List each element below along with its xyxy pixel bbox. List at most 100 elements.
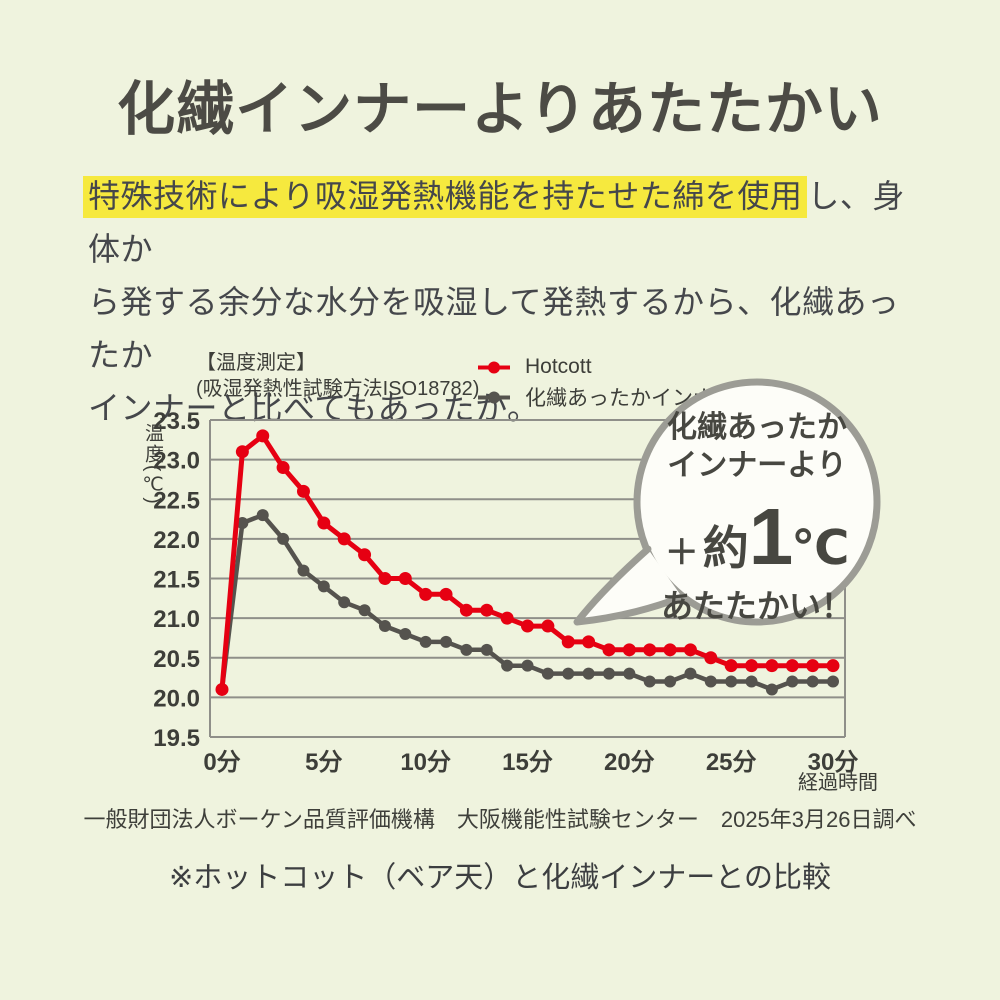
data-point-synthetic bbox=[378, 620, 391, 633]
data-point-synthetic bbox=[317, 580, 330, 593]
data-point-synthetic bbox=[236, 517, 249, 530]
data-point-synthetic bbox=[358, 604, 371, 617]
data-point-synthetic bbox=[806, 675, 819, 688]
data-point-synthetic bbox=[440, 635, 453, 648]
data-point-hotcott bbox=[337, 532, 351, 546]
data-point-synthetic bbox=[419, 635, 432, 648]
plus-sign: ＋ bbox=[664, 534, 699, 572]
speech-bubble-text: 化繊あったか インナーより ＋ 約 1 ℃ あたたかい！ bbox=[637, 409, 877, 627]
highlighted-text: 特殊技術により吸湿発熱機能を持たせた綿を使用 bbox=[83, 176, 808, 218]
data-point-hotcott bbox=[745, 659, 759, 673]
data-point-synthetic bbox=[399, 627, 412, 640]
legend-item-hotcott: Hotcott bbox=[477, 355, 592, 379]
x-tick-label: 30分 bbox=[808, 749, 859, 776]
data-point-hotcott bbox=[439, 587, 453, 601]
y-axis-title: 温度(℃) bbox=[142, 423, 163, 506]
data-point-synthetic bbox=[338, 596, 351, 609]
data-point-hotcott bbox=[480, 603, 494, 617]
data-point-hotcott bbox=[724, 659, 738, 673]
data-point-hotcott bbox=[256, 429, 270, 443]
y-tick-label: 23.0 bbox=[153, 448, 200, 475]
y-tick-label: 20.0 bbox=[153, 685, 200, 712]
data-point-synthetic bbox=[480, 643, 493, 656]
data-point-hotcott bbox=[419, 587, 433, 601]
data-point-synthetic bbox=[745, 675, 758, 688]
x-axis-title: 経過時間 bbox=[798, 771, 878, 794]
data-point-hotcott bbox=[643, 643, 657, 657]
data-point-hotcott bbox=[235, 445, 249, 459]
y-tick-label: 22.0 bbox=[153, 527, 200, 554]
data-point-hotcott bbox=[806, 659, 820, 673]
data-point-synthetic bbox=[256, 509, 269, 522]
data-point-synthetic bbox=[297, 564, 310, 577]
test-source-text: 一般財団法人ボーケン品質評価機構 大阪機能性試験センター 2025年3月26日調… bbox=[83, 807, 917, 832]
bubble-line-4: あたたかい！ bbox=[660, 588, 853, 624]
data-point-hotcott bbox=[622, 643, 636, 657]
approx-label: 約 bbox=[702, 522, 749, 574]
data-point-hotcott bbox=[785, 659, 799, 673]
data-point-hotcott bbox=[215, 682, 229, 696]
temperature-delta-value: 1 bbox=[748, 492, 793, 581]
data-point-synthetic bbox=[786, 675, 799, 688]
data-point-synthetic bbox=[684, 667, 697, 680]
data-point-synthetic bbox=[277, 532, 290, 545]
data-point-hotcott bbox=[276, 461, 290, 475]
bubble-line-2: インナーより bbox=[667, 449, 847, 482]
data-point-hotcott bbox=[683, 643, 697, 657]
data-point-synthetic bbox=[827, 675, 839, 688]
legend-marker-gray bbox=[478, 391, 510, 403]
data-point-synthetic bbox=[541, 667, 554, 680]
legend-label-hotcott: Hotcott bbox=[525, 355, 592, 378]
celsius-unit: ℃ bbox=[791, 522, 850, 575]
data-point-synthetic bbox=[664, 675, 677, 688]
data-point-hotcott bbox=[765, 659, 779, 673]
y-tick-label: 22.5 bbox=[153, 487, 200, 514]
x-tick-label: 20分 bbox=[604, 749, 655, 776]
y-tick-label: 20.5 bbox=[153, 646, 200, 673]
data-point-hotcott bbox=[500, 611, 514, 625]
data-point-hotcott bbox=[317, 516, 331, 530]
data-point-hotcott bbox=[296, 484, 310, 498]
data-point-hotcott bbox=[602, 643, 616, 657]
chart-title: 【温度測定】 bbox=[196, 352, 316, 374]
body-paragraph: 特殊技術により吸湿発熱機能を持たせた綿を使用 し、身体か ら発する余分な水分を吸湿… bbox=[83, 170, 928, 435]
data-point-synthetic bbox=[704, 675, 717, 688]
x-tick-label: 5分 bbox=[305, 749, 342, 776]
x-tick-label: 10分 bbox=[400, 749, 451, 776]
data-point-hotcott bbox=[582, 635, 596, 649]
data-point-synthetic bbox=[725, 675, 738, 688]
data-point-hotcott bbox=[541, 619, 555, 633]
comparison-note: ※ホットコット（ベア天）と化繊インナーとの比較 bbox=[168, 862, 831, 894]
chart-header: 【温度測定】 (吸湿発熱性試験方法ISO18782) bbox=[196, 350, 479, 402]
data-point-hotcott bbox=[704, 651, 718, 665]
chart-subtitle: (吸湿発熱性試験方法ISO18782) bbox=[196, 378, 480, 400]
page-title: 化繊インナーよりあたたかい bbox=[117, 77, 883, 142]
data-point-synthetic bbox=[643, 675, 656, 688]
data-point-hotcott bbox=[358, 548, 372, 562]
data-point-synthetic bbox=[562, 667, 575, 680]
temperature-chart-svg: 19.5 20.0 20.5 21.0 21.5 22.0 22.5 23.0 23.5 0分 5分… bbox=[153, 408, 878, 794]
x-tick-label: 25分 bbox=[706, 749, 757, 776]
y-tick-label: 19.5 bbox=[153, 725, 200, 752]
body-line-2: ら発する余分な水分を吸湿して発熱するから、化繊あったか bbox=[88, 284, 900, 373]
data-point-hotcott bbox=[561, 635, 575, 649]
data-point-hotcott bbox=[398, 572, 412, 585]
bubble-line-1: 化繊あったか bbox=[667, 411, 847, 444]
data-point-synthetic bbox=[765, 683, 778, 696]
data-point-synthetic bbox=[582, 667, 595, 680]
body-line-1-rest: し、身体か bbox=[88, 178, 905, 267]
data-point-synthetic bbox=[623, 667, 636, 680]
data-point-synthetic bbox=[460, 643, 473, 656]
y-tick-label: 21.5 bbox=[153, 567, 200, 594]
data-point-synthetic bbox=[521, 659, 534, 672]
y-tick-label: 23.5 bbox=[153, 408, 200, 435]
data-point-hotcott bbox=[378, 572, 392, 585]
x-tick-label: 15分 bbox=[502, 749, 553, 776]
data-point-hotcott bbox=[521, 619, 534, 633]
data-point-hotcott bbox=[826, 659, 840, 673]
body-line-1: 特殊技術により吸湿発熱機能を持たせた綿を使用 し、身体か bbox=[83, 170, 928, 276]
legend-marker-red bbox=[478, 361, 510, 373]
bubble-formula: ＋ 約 1 ℃ bbox=[637, 485, 877, 581]
data-point-hotcott bbox=[459, 603, 473, 617]
